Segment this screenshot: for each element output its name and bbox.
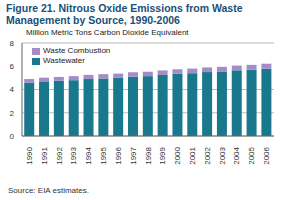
html-text:Wastewater: Wastewater — [43, 56, 85, 65]
svg-text:1992: 1992 — [55, 146, 64, 164]
svg-text:2000: 2000 — [173, 146, 182, 164]
html-text:Figure 21. Nitrous Oxide Emiss: Figure 21. Nitrous Oxide Emissions from … — [6, 2, 243, 26]
svg-text:2005: 2005 — [247, 146, 256, 164]
svg-text:2001: 2001 — [188, 146, 197, 164]
svg-text:1990: 1990 — [25, 146, 34, 164]
svg-text:8: 8 — [10, 39, 15, 48]
svg-text:1991: 1991 — [40, 146, 49, 164]
svg-text:2004: 2004 — [232, 146, 241, 164]
html-text:Waste Combustion: Waste Combustion — [43, 46, 111, 55]
svg-text:6: 6 — [10, 62, 15, 71]
svg-text:1995: 1995 — [99, 146, 108, 164]
svg-text:1999: 1999 — [158, 146, 167, 164]
svg-text:0: 0 — [10, 132, 15, 141]
svg-text:2: 2 — [10, 109, 15, 118]
svg-text:1998: 1998 — [144, 146, 153, 164]
svg-text:2003: 2003 — [218, 146, 227, 164]
svg-text:1996: 1996 — [114, 146, 123, 164]
html-text:Source: EIA estimates.: Source: EIA estimates. — [8, 186, 89, 195]
svg-text:1994: 1994 — [84, 146, 93, 164]
svg-text:1993: 1993 — [69, 146, 78, 164]
svg-text:4: 4 — [10, 85, 15, 94]
html-text:Million Metric Tons Carbon Dio: Million Metric Tons Carbon Dioxide Equiv… — [26, 28, 189, 37]
svg-text:2002: 2002 — [203, 146, 212, 164]
svg-text:2006: 2006 — [262, 146, 271, 164]
svg-text:1997: 1997 — [129, 146, 138, 164]
